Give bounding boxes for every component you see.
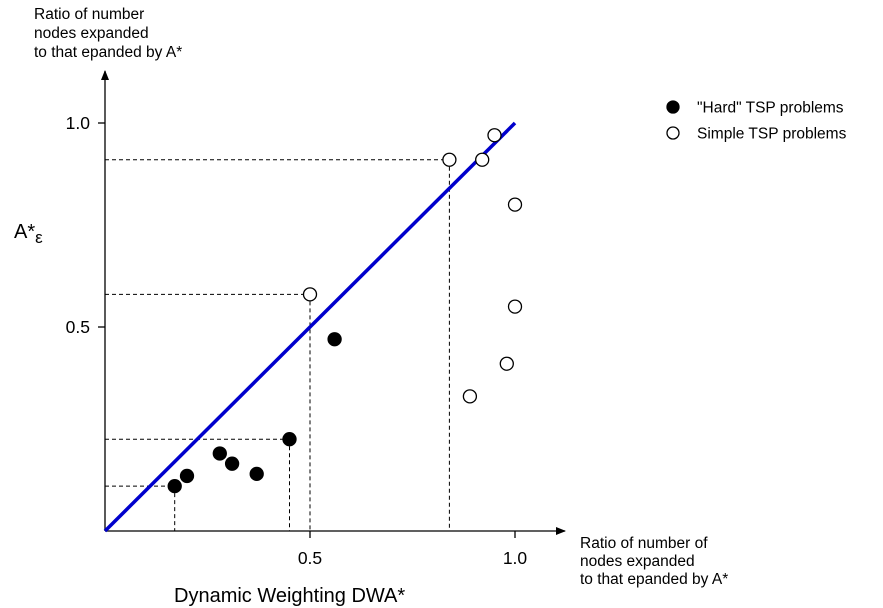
hard-point-3 [224,456,240,471]
x-axis-label: Ratio of number of nodes expanded to tha… [580,535,728,588]
simple-point-2 [475,152,490,167]
y-axis-label-line-2: nodes expanded [34,25,149,42]
data-points [167,128,523,494]
legend-hollow-marker [666,126,680,140]
x-tick-label-0: 0.5 [298,548,322,568]
y-axis-label-line-1: Ratio of number [34,6,144,23]
simple-point-3 [487,128,502,143]
y-tick-label-1: 1.0 [66,113,91,133]
simple-point-6 [499,356,514,371]
method-label-a-epsilon-subscript: ε [35,228,43,247]
legend: "Hard" TSP problems Simple TSP problems [666,100,847,143]
legend-simple-label: Simple TSP problems [697,126,847,143]
x-tick-label-1: 1.0 [503,548,528,568]
dashed-guides [105,159,450,531]
y-tick-label-0: 0.5 [66,317,90,337]
diagonal-reference-line [103,121,517,533]
x-axis-label-line-1: Ratio of number of [580,535,708,552]
method-label-a-epsilon-main: A* [14,221,35,243]
simple-point-0 [302,287,318,302]
y-ticks: 0.5 1.0 [66,113,105,337]
simple-point-4 [507,197,523,212]
simple-point-7 [462,389,478,404]
hard-point-0 [167,478,182,494]
simple-point-5 [507,299,523,314]
x-ticks: 0.5 1.0 [298,531,528,568]
legend-hard-label: "Hard" TSP problems [697,100,844,117]
hard-point-6 [327,332,342,347]
hard-point-1 [179,468,195,484]
x-axis-label-line-2: nodes expanded [580,553,695,570]
hard-point-4 [249,466,264,482]
legend-filled-marker [666,100,680,114]
hard-point-5 [282,432,297,447]
y-axis-label-line-3: to that epanded by A* [34,44,182,61]
simple-point-1 [442,152,457,167]
hard-point-2 [212,446,227,461]
method-label-dwa: Dynamic Weighting DWA* [174,585,405,607]
x-axis-label-line-3: to that epanded by A* [580,571,728,588]
method-label-a-epsilon: A*ε [14,221,43,247]
y-axis-label: Ratio of number nodes expanded to that e… [34,6,182,61]
